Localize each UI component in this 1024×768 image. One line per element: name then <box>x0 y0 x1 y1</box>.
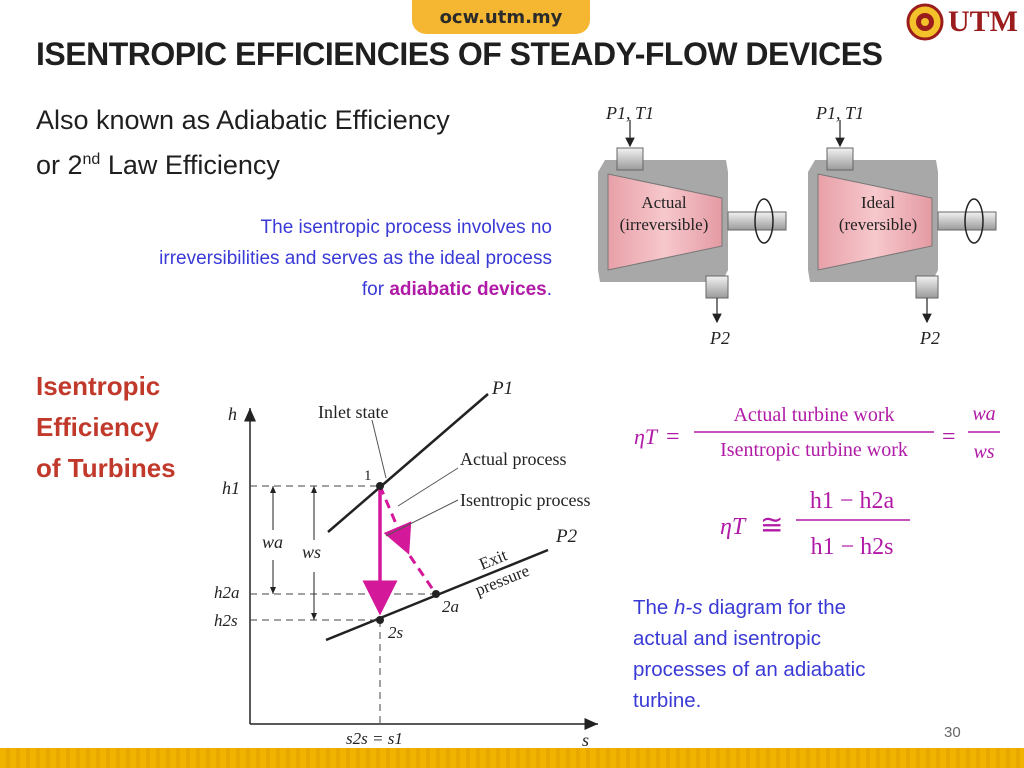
subtitle-sup: nd <box>82 151 101 168</box>
turbine-2-label-1: Ideal <box>861 193 895 212</box>
diagram-caption: The h-s diagram for the actual and isent… <box>633 592 873 716</box>
inlet-state-label: Inlet state <box>318 402 388 422</box>
state-1-label: 1 <box>364 468 372 484</box>
turbine-2-inlet: P1, T1 <box>815 103 864 123</box>
turbine-2-outlet: P2 <box>919 328 940 348</box>
logo-text: UTM <box>948 5 1018 38</box>
h2a-label: h2a <box>214 583 240 602</box>
state-2a-point <box>432 590 440 598</box>
h2s-label: h2s <box>214 611 238 630</box>
ws-label: ws <box>302 542 321 562</box>
turbine-1-outlet: P2 <box>709 328 730 348</box>
isentropic-process-label: Isentropic process <box>460 490 590 510</box>
subtitle: Also known as Adiabatic Efficiency or 2n… <box>36 100 450 185</box>
note-text-end: . <box>546 279 552 300</box>
state-2s-point <box>376 616 384 624</box>
note-emphasis: adiabatic devices <box>389 279 547 300</box>
turbine-1-label-1: Actual <box>641 193 687 212</box>
caption-post: diagram for the actual and isentropic pr… <box>633 596 866 712</box>
section-heading: Isentropic Efficiency of Turbines <box>36 366 176 489</box>
actual-process-line <box>378 485 412 555</box>
equals-1: = <box>666 424 680 450</box>
actual-process-label: Actual process <box>460 449 566 469</box>
site-tab[interactable]: ocw.utm.my <box>412 0 590 34</box>
s-relation-label: s2s = s1 <box>346 729 403 748</box>
turbine-2-label-2: (reversible) <box>839 215 917 234</box>
state-2a-label: 2a <box>442 597 459 616</box>
p1-line <box>327 393 489 533</box>
turbine-actual <box>598 120 787 324</box>
wa-label: wa <box>262 532 283 552</box>
approx-symbol: ≅ <box>760 510 783 541</box>
isentropic-note: The isentropic process involves no irrev… <box>140 212 552 305</box>
eta-t-symbol-2: ηT <box>720 514 747 540</box>
crest-icon <box>906 3 944 41</box>
eq-numerator: Actual turbine work <box>733 404 894 426</box>
eta-t-symbol: ηT <box>634 424 659 449</box>
utm-logo: UTM <box>906 2 1018 42</box>
caption-italic: h-s <box>674 596 703 619</box>
eq-denominator: Isentropic turbine work <box>720 439 908 461</box>
s-axis-label: s <box>582 730 589 750</box>
approx-numerator: h1 − h2a <box>810 488 895 514</box>
eq-wa: wa <box>972 403 995 425</box>
state-2s-label: 2s <box>388 623 404 642</box>
turbine-1-label-2: (irreversible) <box>620 215 709 234</box>
approx-denominator: h1 − h2s <box>811 534 894 560</box>
subtitle-line-2-pre: or 2 <box>36 150 83 180</box>
subtitle-line-1: Also known as Adiabatic Efficiency <box>36 105 450 135</box>
state-1-point <box>376 482 384 490</box>
footer-bar <box>0 748 1024 768</box>
caption-pre: The <box>633 596 675 619</box>
turbine-1-inlet: P1, T1 <box>605 103 654 123</box>
h-axis-label: h <box>228 404 237 424</box>
section-heading-line-3: of Turbines <box>36 453 176 483</box>
equals-2: = <box>942 424 956 450</box>
page-title: ISENTROPIC EFFICIENCIES OF STEADY-FLOW D… <box>36 36 883 72</box>
note-text: The isentropic process involves no irrev… <box>159 217 552 300</box>
subtitle-line-2: or 2nd Law Efficiency <box>36 140 450 185</box>
section-heading-line-1: Isentropic <box>36 371 161 401</box>
section-heading-line-2: Efficiency <box>36 412 159 442</box>
h1-label: h1 <box>222 478 240 498</box>
turbine-ideal <box>808 120 997 324</box>
p2-label: P2 <box>555 526 578 547</box>
p1-label: P1 <box>491 378 513 399</box>
subtitle-line-2-post: Law Efficiency <box>100 150 280 180</box>
page-number: 30 <box>944 724 961 741</box>
eq-ws: ws <box>973 441 994 463</box>
